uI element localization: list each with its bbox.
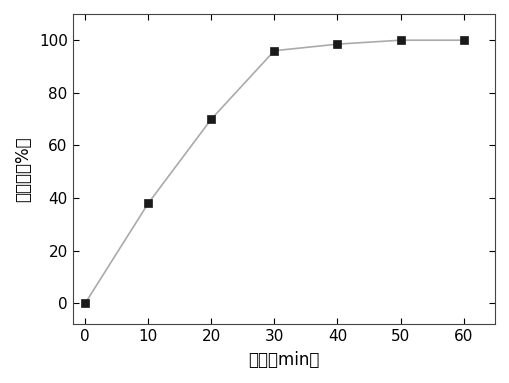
Y-axis label: 降解率（%）: 降解率（%）	[14, 136, 32, 202]
X-axis label: 时间（min）: 时间（min）	[248, 351, 320, 369]
